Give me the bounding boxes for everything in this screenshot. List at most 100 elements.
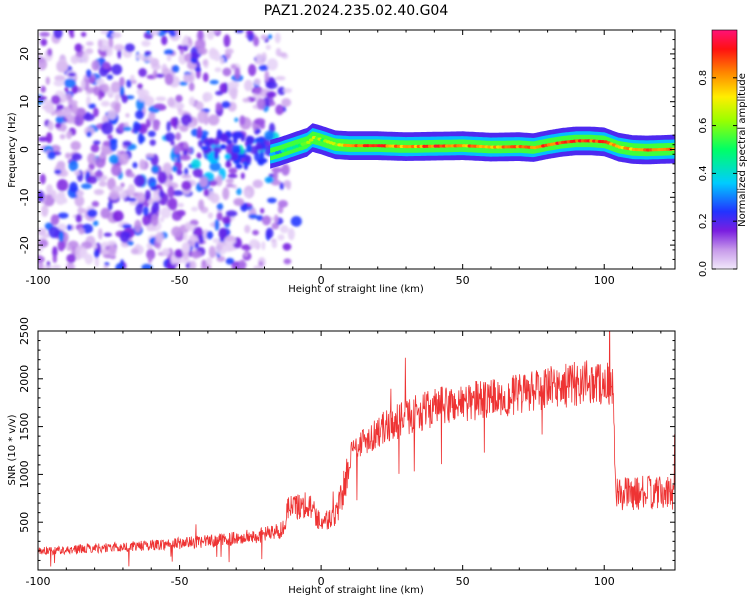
- noise-blob: [170, 117, 179, 128]
- noise-blob: [93, 140, 101, 145]
- noise-blob: [92, 244, 98, 249]
- noise-blob: [54, 169, 62, 175]
- noise-blob: [214, 67, 222, 73]
- noise-blob: [189, 234, 198, 242]
- noise-blob: [281, 163, 290, 176]
- noise-blob: [151, 206, 156, 215]
- noise-blob: [260, 34, 268, 40]
- noise-blob: [221, 101, 231, 109]
- noise-blob: [248, 64, 257, 77]
- noise-blob: [91, 200, 100, 208]
- noise-blob: [181, 241, 190, 255]
- noise-blob: [128, 201, 140, 206]
- noise-blob: [174, 30, 180, 35]
- noise-blob: [151, 213, 159, 227]
- noise-blob: [38, 190, 45, 203]
- noise-blob: [97, 228, 103, 240]
- noise-blob: [197, 30, 204, 42]
- noise-blob: [85, 41, 94, 46]
- noise-blob: [137, 132, 144, 145]
- noise-blob: [264, 70, 270, 82]
- noise-blob: [164, 73, 174, 86]
- noise-blob: [82, 113, 95, 121]
- noise-blob: [65, 93, 73, 102]
- noise-blob: [228, 167, 238, 174]
- noise-blob: [52, 254, 58, 264]
- noise-blob: [101, 121, 114, 135]
- noise-blob: [222, 187, 230, 201]
- x-tick-label: -50: [171, 575, 189, 588]
- noise-blob: [53, 30, 63, 39]
- noise-blob: [157, 171, 168, 184]
- noise-blob: [44, 103, 55, 114]
- noise-blob: [233, 131, 244, 139]
- noise-blob: [63, 78, 76, 88]
- noise-blob: [248, 213, 258, 219]
- noise-blob: [92, 220, 99, 227]
- noise-blob: [202, 72, 209, 83]
- noise-blob: [82, 51, 90, 64]
- noise-blob: [155, 231, 164, 244]
- noise-blob: [149, 139, 156, 146]
- noise-blob: [195, 67, 202, 72]
- noise-blob: [179, 155, 191, 161]
- snr-y-ticks: 500 1000 1500 2000 2500: [18, 317, 675, 561]
- noise-blob: [216, 203, 224, 211]
- noise-blob: [48, 226, 61, 239]
- noise-blob: [42, 233, 50, 239]
- noise-blob: [143, 206, 149, 217]
- noise-blob: [224, 153, 231, 160]
- noise-blob: [152, 69, 158, 79]
- noise-blob: [176, 169, 183, 176]
- noise-blob: [265, 91, 277, 98]
- noise-blob: [170, 140, 175, 146]
- colorbar-tick-label: 0.6: [698, 118, 709, 134]
- noise-blob: [139, 159, 146, 170]
- noise-blob: [148, 111, 156, 122]
- noise-blob: [86, 208, 98, 218]
- noise-blob: [197, 110, 207, 124]
- noise-blob: [190, 206, 199, 212]
- noise-blob: [137, 83, 143, 90]
- noise-blob: [208, 245, 216, 259]
- noise-blob: [279, 225, 289, 234]
- noise-blob: [240, 172, 245, 180]
- noise-blob: [233, 197, 245, 206]
- noise-blob: [87, 175, 98, 184]
- noise-blob: [162, 30, 171, 33]
- spectrogram-x-axis-label: Height of straight line (km): [288, 284, 424, 295]
- noise-blob: [68, 160, 79, 172]
- noise-blob: [64, 107, 72, 120]
- noise-blob: [181, 180, 192, 191]
- noise-blob: [71, 245, 77, 257]
- noise-blob: [127, 197, 137, 202]
- noise-blob: [208, 180, 218, 187]
- noise-blob: [267, 197, 277, 204]
- colorbar-tick-label: 0.2: [698, 213, 709, 229]
- noise-blob: [265, 81, 278, 90]
- noise-blob: [214, 219, 220, 231]
- noise-blob: [231, 263, 240, 269]
- x-tick-label: -50: [171, 274, 189, 287]
- noise-blob: [152, 30, 160, 34]
- noise-blob: [64, 87, 69, 93]
- noise-blob: [107, 109, 117, 120]
- noise-blob: [107, 134, 113, 140]
- snr-line: [38, 331, 675, 567]
- noise-blob: [244, 154, 252, 164]
- figure-title: PAZ1.2024.235.02.40.G04: [264, 3, 449, 19]
- noise-blob: [264, 130, 275, 141]
- noise-blob: [54, 122, 62, 129]
- noise-blob: [138, 89, 145, 99]
- noise-blob: [255, 144, 263, 151]
- noise-blob: [197, 126, 203, 139]
- noise-blob: [132, 162, 138, 169]
- x-tick-label: 0: [318, 575, 325, 588]
- noise-blob: [80, 31, 87, 37]
- noise-blob: [118, 152, 130, 165]
- noise-blob: [203, 188, 210, 197]
- noise-blob: [150, 186, 158, 191]
- noise-blob: [283, 258, 292, 265]
- noise-blob: [153, 103, 166, 109]
- noise-blob: [113, 44, 125, 51]
